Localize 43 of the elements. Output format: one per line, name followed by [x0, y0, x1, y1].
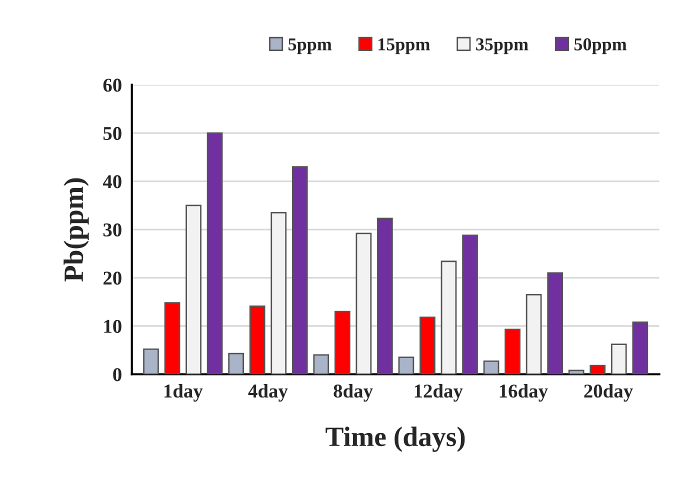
- bar: [632, 321, 648, 374]
- x-tick-label: 12day: [414, 384, 463, 402]
- bar: [462, 234, 478, 374]
- bar: [249, 306, 266, 374]
- bar: [334, 310, 350, 374]
- bar: [568, 370, 584, 374]
- bar: [504, 328, 520, 374]
- bar: [186, 204, 202, 374]
- y-tick-label: 10: [104, 320, 122, 333]
- bar: [526, 294, 542, 374]
- bar: [270, 212, 287, 374]
- bar: [398, 356, 414, 374]
- bar: [610, 344, 627, 374]
- x-axis-title: Time (days): [326, 426, 465, 452]
- x-tick-label: 16day: [500, 384, 548, 402]
- bar: [313, 354, 330, 374]
- legend-label: 5ppm: [288, 38, 332, 54]
- x-tick-label: 8day: [334, 384, 373, 402]
- bar: [292, 166, 308, 374]
- y-tick-label: 40: [102, 175, 122, 188]
- bar: [164, 302, 180, 374]
- bar: [483, 360, 500, 374]
- y-tick-label: 50: [103, 126, 122, 140]
- bar: [377, 218, 393, 374]
- bar: [143, 348, 159, 374]
- bar: [547, 272, 564, 374]
- y-axis-title: Pb(ppm): [64, 178, 89, 282]
- x-tick-label: 1day: [164, 384, 203, 402]
- legend-label: 15ppm: [378, 38, 430, 54]
- y-tick-label: 30: [103, 223, 122, 236]
- legend-label: 50ppm: [574, 38, 627, 54]
- y-tick-label: 0: [113, 368, 122, 382]
- bar: [440, 260, 457, 374]
- legend-label: 35ppm: [476, 38, 528, 54]
- y-tick-label: 20: [104, 272, 122, 285]
- bar: [590, 364, 606, 374]
- bar: [228, 352, 244, 374]
- bar: [206, 132, 223, 374]
- x-tick-label: 20day: [584, 384, 633, 402]
- bar: [356, 232, 372, 374]
- y-tick-label: 60: [103, 78, 122, 92]
- bar: [420, 316, 436, 374]
- x-tick-label: 4day: [248, 384, 288, 402]
